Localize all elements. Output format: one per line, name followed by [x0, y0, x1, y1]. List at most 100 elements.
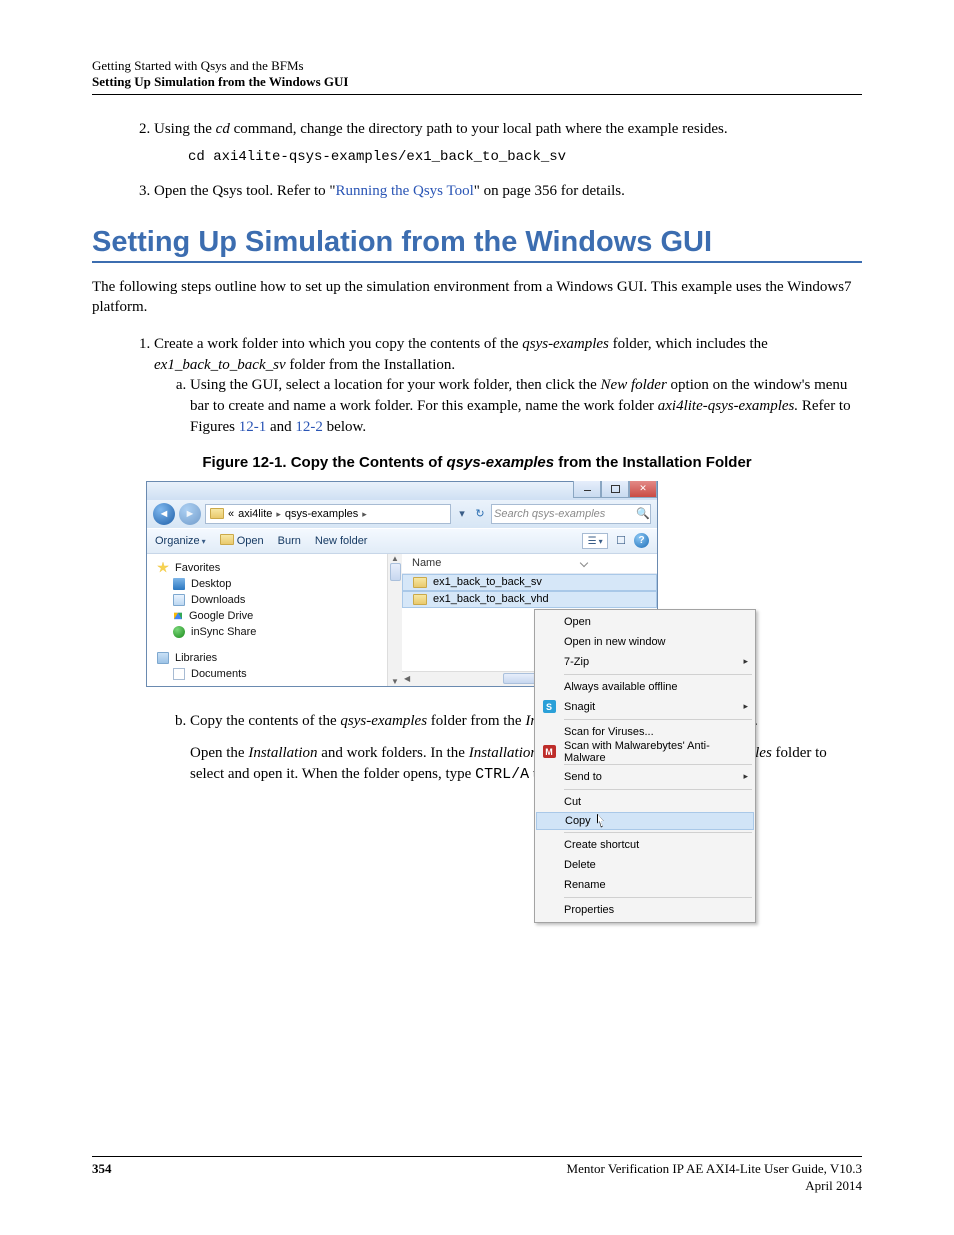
downloads-icon: [173, 594, 185, 606]
footer-title: Mentor Verification IP AE AXI4-Lite User…: [567, 1161, 862, 1176]
open-button[interactable]: Open: [220, 534, 264, 547]
page-number: 354: [92, 1161, 112, 1195]
menu-send-to[interactable]: Send to: [536, 767, 754, 787]
header-chapter: Getting Started with Qsys and the BFMs: [92, 58, 862, 74]
burn-button[interactable]: Burn: [278, 535, 301, 547]
menu-open[interactable]: Open: [536, 612, 754, 632]
link-running-qsys[interactable]: Running the Qsys Tool: [336, 183, 474, 199]
scroll-up-icon[interactable]: ▲: [391, 554, 399, 563]
dropdown-icon[interactable]: ▾: [455, 507, 469, 520]
substep-b-para2: Open the Installation and work folders. …: [190, 743, 862, 785]
maximize-button[interactable]: [601, 481, 629, 498]
sort-arrow-icon[interactable]: [580, 559, 588, 567]
menu-separator: [564, 789, 752, 790]
nav-libraries[interactable]: Libraries: [157, 650, 383, 666]
menu-delete[interactable]: Delete: [536, 855, 754, 875]
menu-separator: [564, 719, 752, 720]
navigation-pane: Favorites Desktop Downloads Google Drive…: [147, 554, 387, 686]
nav-bar: ◄ ► « axi4lite qsys-examples ▾ ↻ Search …: [147, 500, 657, 528]
forward-button[interactable]: ►: [179, 503, 201, 525]
figure-caption: Figure 12-1. Copy the Contents of qsys-e…: [92, 454, 862, 471]
page-footer: 354 Mentor Verification IP AE AXI4-Lite …: [92, 1156, 862, 1195]
step-2: Using the cd command, change the directo…: [154, 119, 862, 167]
substep-list: Using the GUI, select a location for you…: [154, 375, 862, 437]
nav-scrollbar[interactable]: ▲ ▼: [387, 554, 402, 686]
folder-icon: [413, 577, 427, 588]
preview-pane-button[interactable]: [616, 534, 626, 547]
figure-12-1: ◄ ► « axi4lite qsys-examples ▾ ↻ Search …: [146, 481, 760, 687]
new-folder-button[interactable]: New folder: [315, 535, 368, 547]
nav-insync[interactable]: inSync Share: [173, 624, 383, 640]
intro-paragraph: The following steps outline how to set u…: [92, 277, 862, 318]
chevron-icon[interactable]: [276, 508, 281, 520]
search-input[interactable]: Search qsys-examples 🔍: [491, 504, 651, 524]
menu-separator: [564, 897, 752, 898]
scroll-down-icon[interactable]: ▼: [391, 677, 399, 686]
menu-7zip[interactable]: 7-Zip: [536, 652, 754, 672]
nav-documents[interactable]: Documents: [173, 666, 383, 682]
menu-separator: [564, 764, 752, 765]
column-header-name[interactable]: Name: [402, 554, 657, 574]
menu-cut[interactable]: Cut: [536, 792, 754, 812]
star-icon: [157, 562, 169, 574]
instruction-list-top: Using the cd command, change the directo…: [92, 119, 862, 202]
menu-mbam[interactable]: MScan with Malwarebytes' Anti-Malware: [536, 742, 754, 762]
menu-create-shortcut[interactable]: Create shortcut: [536, 835, 754, 855]
sync-icon: [173, 626, 185, 638]
search-icon[interactable]: 🔍: [636, 507, 650, 520]
menu-open-new-window[interactable]: Open in new window: [536, 632, 754, 652]
chevron-icon[interactable]: [362, 508, 367, 520]
scroll-thumb[interactable]: [390, 563, 401, 581]
context-menu: Open Open in new window 7-Zip Always ava…: [534, 609, 756, 923]
titlebar[interactable]: [147, 482, 657, 500]
view-options-button[interactable]: [582, 533, 608, 549]
nav-favorites[interactable]: Favorites: [157, 560, 383, 576]
desktop-icon: [173, 578, 185, 590]
link-fig-12-1[interactable]: 12-1: [239, 419, 267, 435]
section-heading: Setting Up Simulation from the Windows G…: [92, 226, 862, 259]
section-rule: [92, 261, 862, 263]
documents-icon: [173, 668, 185, 680]
back-button[interactable]: ◄: [153, 503, 175, 525]
menu-properties[interactable]: Properties: [536, 900, 754, 920]
folder-open-icon: [220, 534, 234, 545]
folder-icon: [413, 594, 427, 605]
gdrive-icon: [174, 612, 182, 618]
header-rule: [92, 94, 862, 95]
file-row-selected[interactable]: ex1_back_to_back_vhd: [402, 591, 657, 608]
menu-separator: [564, 674, 752, 675]
page-header: Getting Started with Qsys and the BFMs S…: [92, 58, 862, 95]
header-section: Setting Up Simulation from the Windows G…: [92, 74, 862, 90]
nav-downloads[interactable]: Downloads: [173, 592, 383, 608]
scroll-left-icon[interactable]: ◀: [404, 674, 410, 683]
link-fig-12-2[interactable]: 12-2: [295, 419, 323, 435]
code-cd: cd axi4lite-qsys-examples/ex1_back_to_ba…: [188, 148, 862, 167]
nav-gdrive[interactable]: Google Drive: [173, 608, 383, 624]
menu-snagit[interactable]: SSnagit: [536, 697, 754, 717]
step-1: Create a work folder into which you copy…: [154, 334, 862, 437]
toolbar: Organize Open Burn New folder ?: [147, 528, 657, 554]
folder-icon: [210, 508, 224, 519]
nav-desktop[interactable]: Desktop: [173, 576, 383, 592]
snagit-icon: S: [543, 700, 556, 713]
menu-offline[interactable]: Always available offline: [536, 677, 754, 697]
menu-scan-virus[interactable]: Scan for Viruses...: [536, 722, 754, 742]
organize-menu[interactable]: Organize: [155, 535, 206, 547]
close-button[interactable]: [629, 481, 657, 498]
refresh-icon[interactable]: ↻: [473, 507, 487, 520]
instruction-list-main: Create a work folder into which you copy…: [92, 334, 862, 437]
breadcrumb-bar[interactable]: « axi4lite qsys-examples: [205, 504, 451, 524]
footer-date: April 2014: [805, 1178, 862, 1193]
footer-rule: [92, 1156, 862, 1157]
substep-b: Copy the contents of the qsys-examples f…: [190, 711, 862, 786]
minimize-button[interactable]: [573, 481, 601, 498]
mbam-icon: M: [543, 745, 556, 758]
file-row-selected[interactable]: ex1_back_to_back_sv: [402, 574, 657, 591]
menu-copy[interactable]: Copy: [536, 812, 754, 830]
step-3: Open the Qsys tool. Refer to "Running th…: [154, 181, 862, 202]
help-icon[interactable]: ?: [634, 533, 649, 548]
menu-rename[interactable]: Rename: [536, 875, 754, 895]
libraries-icon: [157, 652, 169, 664]
menu-separator: [564, 832, 752, 833]
substep-a: Using the GUI, select a location for you…: [190, 375, 862, 437]
